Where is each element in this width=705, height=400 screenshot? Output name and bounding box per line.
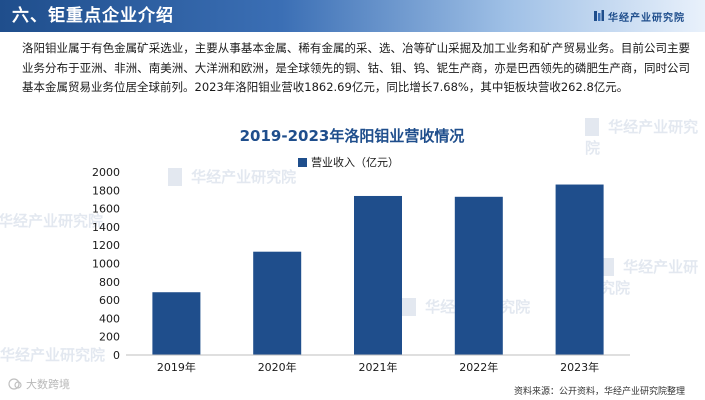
x-tick-label: 2022年 <box>459 360 498 374</box>
section-header: 六、钜重点企业介绍 华经产业研究院 <box>0 0 705 32</box>
x-tick-label: 2023年 <box>560 360 599 374</box>
brand-name: 华经产业研究院 <box>608 12 685 24</box>
bottom-watermark: 大数跨境 <box>8 376 70 392</box>
y-tick-label: 1600 <box>92 203 120 216</box>
y-tick-label: 1400 <box>92 221 120 234</box>
y-tick-label: 0 <box>113 349 120 362</box>
y-tick-label: 800 <box>99 276 120 289</box>
y-tick-label: 1000 <box>92 258 120 271</box>
chart-title: 2019-2023年洛阳钼业营收情况 <box>240 127 465 145</box>
x-tick-label: 2021年 <box>359 360 398 374</box>
y-axis: 0 200 400 600 800 1000 1200 1400 1600 1800 2000 <box>92 166 120 362</box>
y-tick-label: 200 <box>99 331 120 344</box>
bubble-icon <box>8 378 22 390</box>
intro-paragraph: 洛阳钼业属于有色金属矿采选业，主要从事基本金属、稀有金属的采、选、冶等矿山采掘及… <box>22 41 690 94</box>
y-tick-label: 600 <box>99 294 120 307</box>
bar <box>354 195 402 355</box>
chart-legend: 营业收入（亿元） <box>298 155 399 169</box>
x-axis: 2019年 2020年 2021年 2022年 2023年 <box>126 354 630 374</box>
bar <box>152 292 201 355</box>
y-tick-label: 400 <box>99 312 120 325</box>
legend-swatch <box>298 158 307 167</box>
x-tick-label: 2019年 <box>157 360 196 374</box>
y-tick-label: 1200 <box>92 239 120 252</box>
bar <box>555 184 604 355</box>
bars <box>152 184 604 355</box>
bar <box>454 196 503 355</box>
bar <box>253 251 302 355</box>
brand-logo-icon <box>594 10 604 21</box>
brand: 华经产业研究院 <box>594 8 685 24</box>
bottom-watermark-text: 大数跨境 <box>26 378 70 391</box>
section-title: 六、钜重点企业介绍 <box>12 6 174 26</box>
y-tick-label: 1800 <box>92 184 120 197</box>
legend-label: 营业收入（亿元） <box>311 155 399 169</box>
x-tick-label: 2020年 <box>258 360 297 374</box>
source-note: 资料来源：公开资料，华经产业研究院整理 <box>513 387 685 397</box>
y-tick-label: 2000 <box>92 166 120 179</box>
